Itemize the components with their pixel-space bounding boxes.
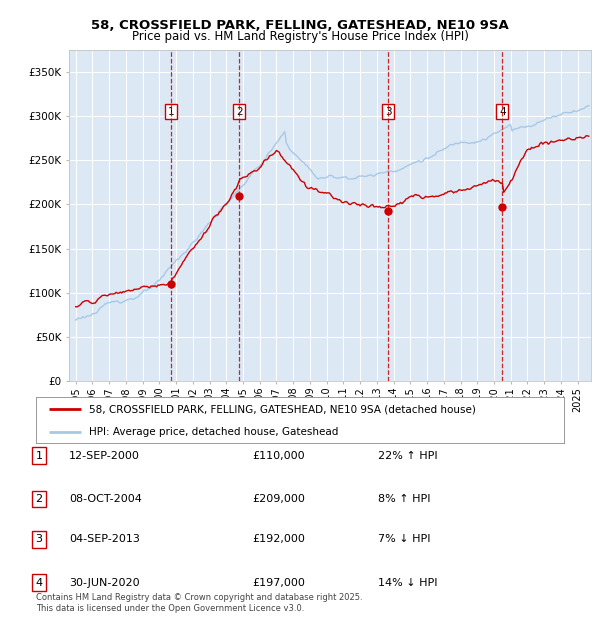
Text: 8% ↑ HPI: 8% ↑ HPI [378,494,431,504]
Text: Contains HM Land Registry data © Crown copyright and database right 2025.
This d: Contains HM Land Registry data © Crown c… [36,593,362,613]
Text: 7% ↓ HPI: 7% ↓ HPI [378,534,431,544]
Text: Price paid vs. HM Land Registry's House Price Index (HPI): Price paid vs. HM Land Registry's House … [131,30,469,43]
Text: £209,000: £209,000 [252,494,305,504]
Text: 3: 3 [35,534,43,544]
Text: 3: 3 [385,107,391,117]
Text: 58, CROSSFIELD PARK, FELLING, GATESHEAD, NE10 9SA: 58, CROSSFIELD PARK, FELLING, GATESHEAD,… [91,19,509,32]
Text: 58, CROSSFIELD PARK, FELLING, GATESHEAD, NE10 9SA (detached house): 58, CROSSFIELD PARK, FELLING, GATESHEAD,… [89,404,476,414]
Text: 1: 1 [35,451,43,461]
Text: £197,000: £197,000 [252,578,305,588]
Text: 14% ↓ HPI: 14% ↓ HPI [378,578,437,588]
Text: 12-SEP-2000: 12-SEP-2000 [69,451,140,461]
Text: 04-SEP-2013: 04-SEP-2013 [69,534,140,544]
Text: 4: 4 [35,578,43,588]
Text: 30-JUN-2020: 30-JUN-2020 [69,578,140,588]
Text: 2: 2 [35,494,43,504]
Text: £110,000: £110,000 [252,451,305,461]
Text: 4: 4 [499,107,506,117]
Text: 22% ↑ HPI: 22% ↑ HPI [378,451,437,461]
Text: £192,000: £192,000 [252,534,305,544]
Text: 1: 1 [168,107,175,117]
Text: HPI: Average price, detached house, Gateshead: HPI: Average price, detached house, Gate… [89,427,338,436]
Text: 2: 2 [236,107,242,117]
Text: 08-OCT-2004: 08-OCT-2004 [69,494,142,504]
